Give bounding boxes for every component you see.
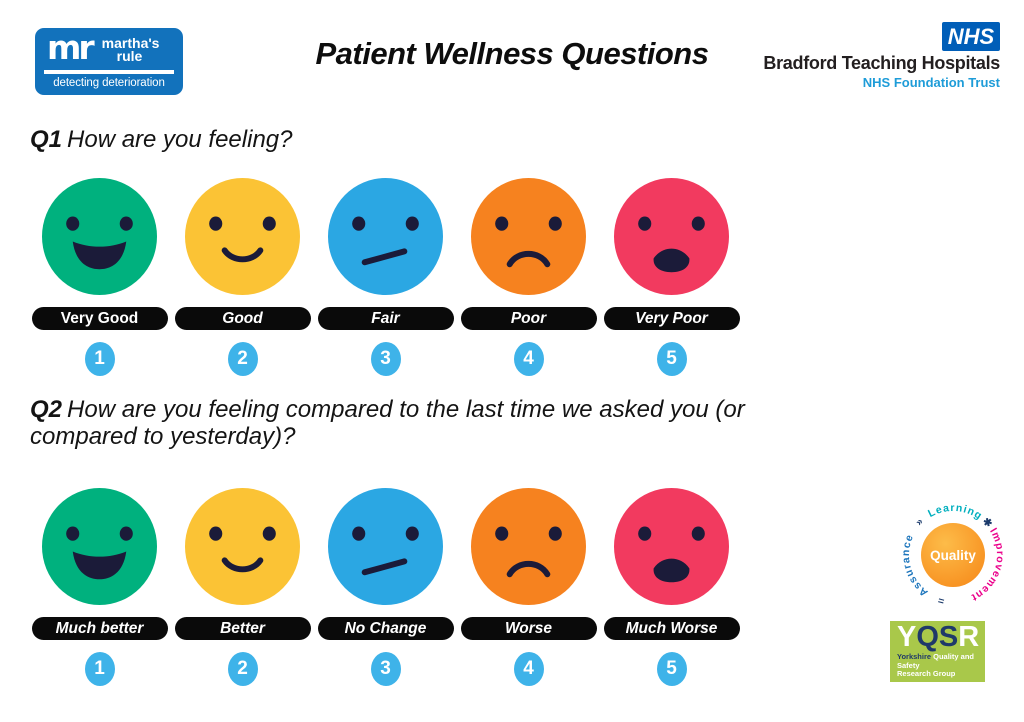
yqsr-caption-research-group: Research Group xyxy=(897,669,956,678)
question-2-number: Q2 xyxy=(30,396,63,423)
yqsr-caption-quality-safety: Quality and Safety xyxy=(897,652,974,670)
yqsr-acronym: YQSR xyxy=(897,622,985,652)
option-number-badge: 2 xyxy=(227,652,258,686)
marthas-rule-divider xyxy=(44,70,174,74)
page-title: Patient Wellness Questions xyxy=(315,36,709,71)
marthas-rule-name-line2: rule xyxy=(116,48,143,64)
option-label-pill: Much Worse xyxy=(603,617,740,640)
quality-symbol-bottom: = xyxy=(936,594,946,607)
wellness-option: Much better 1 xyxy=(28,487,171,686)
face-smile-icon xyxy=(184,178,301,296)
quality-improvement-logo: Quality = Assurance » Learning ✱ Improve… xyxy=(900,502,1005,607)
quality-center-label: Quality xyxy=(930,548,976,563)
question-1-number: Q1 xyxy=(30,126,63,153)
question-2-text: How are you feeling compared to the last… xyxy=(30,396,745,450)
yqsr-acronym-letter: S xyxy=(938,621,959,653)
face-frown-icon xyxy=(470,488,587,606)
yqsr-acronym-letter: Q xyxy=(916,621,939,653)
option-number-badge: 2 xyxy=(227,342,258,376)
option-label-pill: Very Poor xyxy=(603,307,740,330)
option-number-badge: 3 xyxy=(370,652,401,686)
yqsr-acronym-letter: Y xyxy=(897,621,917,653)
option-label-pill: Good xyxy=(174,307,311,330)
wellness-option: Worse 4 xyxy=(457,487,600,686)
option-number-badge: 4 xyxy=(513,342,544,376)
wellness-option: Very Good 1 xyxy=(28,177,171,376)
wellness-option: No Change 3 xyxy=(314,487,457,686)
wellness-option: Better 2 xyxy=(171,487,314,686)
wellness-option: Very Poor 5 xyxy=(600,177,743,376)
option-number-badge: 1 xyxy=(84,342,115,376)
option-label-pill: Better xyxy=(174,617,311,640)
wellness-option: Poor 4 xyxy=(457,177,600,376)
question-1-heading: Q1 How are you feeling? xyxy=(30,126,292,153)
option-label-pill: Fair xyxy=(317,307,454,330)
yqsr-caption: Yorkshire Quality and Safety Research Gr… xyxy=(897,652,985,679)
wellness-option: Fair 3 xyxy=(314,177,457,376)
option-number-badge: 5 xyxy=(656,342,687,376)
face-open-frown-icon xyxy=(613,178,730,296)
quality-center-circle xyxy=(921,523,985,587)
face-big-smile-icon xyxy=(41,178,158,296)
question-2-heading: Q2 How are you feeling compared to the la… xyxy=(30,396,754,450)
quality-symbol-left: » xyxy=(913,515,926,528)
face-open-frown-icon xyxy=(613,488,730,606)
question-1-text: How are you feeling? xyxy=(67,126,293,153)
face-frown-icon xyxy=(470,178,587,296)
yqsr-acronym-letter: R xyxy=(958,621,980,653)
nhs-logo: NHS xyxy=(942,22,1000,51)
face-big-smile-icon xyxy=(41,488,158,606)
quality-word-learning: Learning xyxy=(926,502,984,522)
wellness-option: Much Worse 5 xyxy=(600,487,743,686)
option-number-badge: 5 xyxy=(656,652,687,686)
marthas-rule-tagline: detecting deterioration xyxy=(53,77,165,89)
marthas-rule-logo: mr martha's rule detecting deterioration xyxy=(35,28,183,95)
marthas-rule-name: martha's rule xyxy=(101,35,160,64)
quality-symbol-right: ✱ xyxy=(980,515,995,530)
option-number-badge: 1 xyxy=(84,652,115,686)
option-label-pill: Very Good xyxy=(31,307,168,330)
question-2-options-row: Much better 1 Better 2 No Change 3 Worse 4 Much … xyxy=(28,487,743,686)
face-neutral-slant-icon xyxy=(327,488,444,606)
wellness-option: Good 2 xyxy=(171,177,314,376)
option-number-badge: 4 xyxy=(513,652,544,686)
face-smile-icon xyxy=(184,488,301,606)
option-label-pill: Much better xyxy=(31,617,168,640)
face-neutral-slant-icon xyxy=(327,178,444,296)
option-number-badge: 3 xyxy=(370,342,401,376)
nhs-org-name: Bradford Teaching Hospitals xyxy=(763,53,1000,73)
nhs-trust-name: NHS Foundation Trust xyxy=(862,75,1000,90)
yqsr-logo: YQSR Yorkshire Quality and Safety Resear… xyxy=(890,621,985,682)
nhs-trust-block: NHS Bradford Teaching Hospitals NHS Foun… xyxy=(763,22,1000,90)
marthas-rule-monogram-icon: mr xyxy=(47,28,95,67)
yqsr-caption-yorkshire: Yorkshire xyxy=(897,652,932,661)
option-label-pill: Worse xyxy=(460,617,597,640)
option-label-pill: Poor xyxy=(460,307,597,330)
question-1-options-row: Very Good 1 Good 2 Fair 3 Poor 4 Very Poor 5 xyxy=(28,177,743,376)
option-label-pill: No Change xyxy=(317,617,454,640)
marthas-rule-name-line1: martha's xyxy=(101,35,160,51)
